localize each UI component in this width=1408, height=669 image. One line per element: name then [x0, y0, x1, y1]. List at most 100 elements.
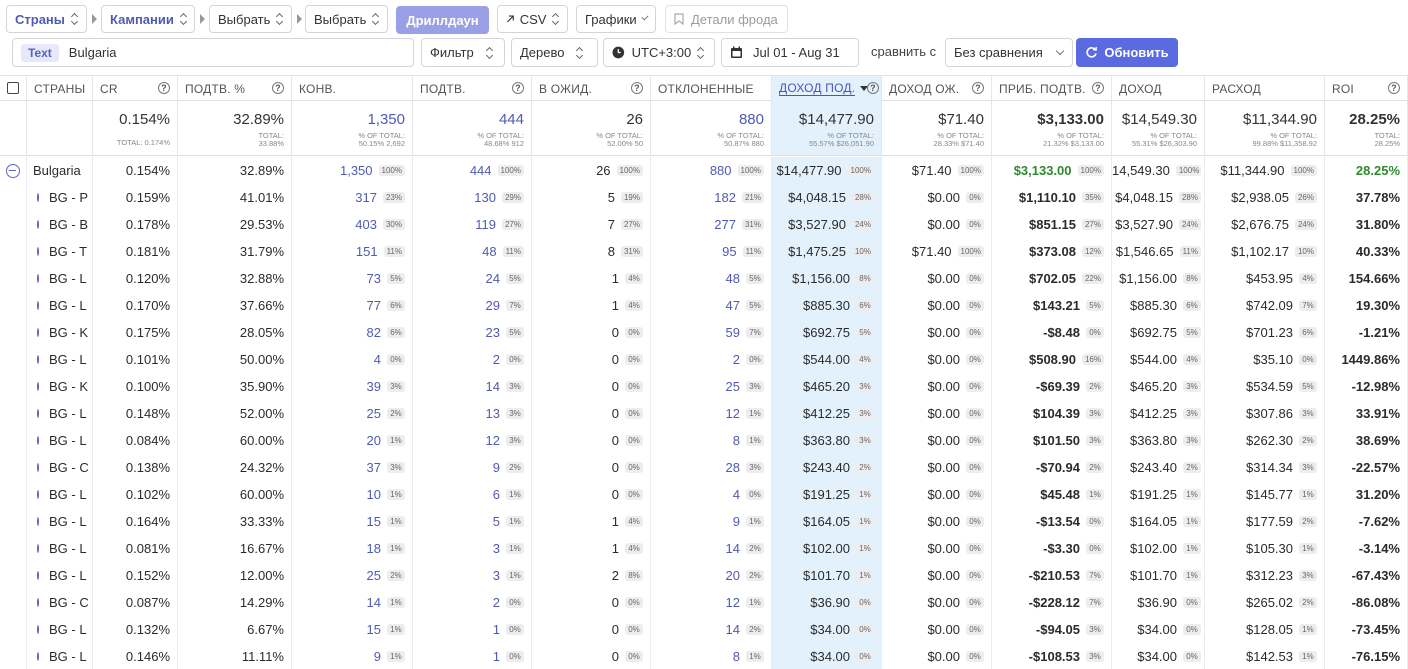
- group-countries-select[interactable]: Страны: [6, 5, 87, 33]
- cell-income: $101.70 1%: [1112, 562, 1205, 589]
- text-search-field[interactable]: Text Bulgaria: [12, 38, 414, 67]
- column-header-income[interactable]: ДОХОД: [1112, 76, 1205, 101]
- percent-badge: 3%: [1086, 435, 1104, 446]
- cell-value: 0: [611, 487, 619, 502]
- cell-value: 154.66%: [1348, 271, 1400, 286]
- compare-select[interactable]: Без сравнения: [945, 38, 1073, 67]
- table-row[interactable]: BG - L 0.132% 6.67% 15 1% 1 0% 0 0% 14 2% $34.00 0% $…: [0, 616, 1408, 643]
- table-row[interactable]: BG - T 0.181% 31.79% 151 11% 48 11% 8 31% 95 11% $1…: [0, 238, 1408, 265]
- csv-label: CSV: [519, 11, 547, 27]
- column-header-countries[interactable]: СТРАНЫ: [27, 76, 93, 101]
- cell-value: $0.00: [927, 298, 960, 313]
- percent-badge: 7%: [1086, 570, 1104, 581]
- cell-value: $1,110.10: [1018, 190, 1076, 205]
- total-value: 1,350: [367, 111, 405, 128]
- total-value: 880: [738, 111, 764, 128]
- percent-badge: 1%: [1183, 516, 1201, 527]
- table-row-country[interactable]: Bulgaria 0.154% 32.89% 1,350 100% 444 100% 26 10…: [0, 157, 1408, 184]
- percent-badge: 24%: [851, 219, 874, 230]
- update-button[interactable]: Обновить: [1076, 38, 1178, 67]
- column-header-approved[interactable]: ПОДТВ.?: [413, 76, 532, 101]
- table-row[interactable]: BG - L 0.101% 50.00% 4 0% 2 0% 0 0% 2 0% $544.00 4% $…: [0, 346, 1408, 373]
- cell-pending: 0 0%: [532, 481, 651, 508]
- column-header-conversions[interactable]: КОНВ.: [292, 76, 413, 101]
- timezone-select[interactable]: UTC+3:00: [603, 38, 715, 67]
- cell-cr: 0.152%: [93, 562, 178, 589]
- cell-cr: 0.154%: [93, 157, 178, 184]
- row-bullet-icon: [37, 409, 39, 418]
- table-row[interactable]: BG - C 0.087% 14.29% 14 1% 2 0% 0 0% 12 1% $36.90 0%…: [0, 589, 1408, 616]
- cell-roi: -12.98%: [1325, 373, 1408, 400]
- cell-value: 20: [366, 433, 381, 448]
- cell-value: $104.39: [1033, 406, 1080, 421]
- total-subtext: % OF TOTAL: 48.68% 912: [477, 131, 524, 148]
- cell-value: 31.80%: [1355, 217, 1400, 232]
- table-row[interactable]: BG - L 0.146% 11.11% 9 1% 1 0% 0 0% 8 1% $34.00 0% $0…: [0, 643, 1408, 669]
- cell-income-approved: $164.05 1%: [772, 508, 882, 535]
- chevron-right-icon: [297, 14, 302, 24]
- cell-roi: -67.43%: [1325, 562, 1408, 589]
- table-row[interactable]: BG - L 0.164% 33.33% 15 1% 5 1% 1 4% 9 1% $164.05 1%…: [0, 508, 1408, 535]
- table-row[interactable]: BG - K 0.100% 35.90% 39 3% 14 3% 0 0% 25 3% $465.20…: [0, 373, 1408, 400]
- percent-badge: 0%: [966, 273, 984, 284]
- cell-value: $34.00: [810, 649, 850, 664]
- cell-value: $1,475.25: [788, 244, 846, 259]
- cell-value: 28: [725, 460, 740, 475]
- column-header-income-approved[interactable]: ДОХОД ПОД.?: [772, 76, 882, 101]
- cell-value: 18: [366, 541, 381, 556]
- table-row[interactable]: BG - P 0.159% 41.01% 317 23% 130 29% 5 19% 182 21%…: [0, 184, 1408, 211]
- column-header-profit-approved[interactable]: ПРИБ. ПОДТВ.?: [992, 76, 1112, 101]
- table-row[interactable]: BG - L 0.152% 12.00% 25 2% 3 1% 2 8% 20 2% $101.70 1…: [0, 562, 1408, 589]
- collapse-icon[interactable]: [6, 163, 20, 178]
- table-row[interactable]: BG - L 0.081% 16.67% 18 1% 3 1% 1 4% 14 2% $102.00 1…: [0, 535, 1408, 562]
- group-select-1[interactable]: Выбрать: [209, 5, 292, 33]
- table-row[interactable]: BG - L 0.102% 60.00% 10 1% 6 1% 0 0% 4 0% $191.25 1%…: [0, 481, 1408, 508]
- charts-button[interactable]: Графики: [576, 5, 656, 33]
- cell-value: $262.30: [1246, 433, 1293, 448]
- help-icon: ?: [867, 82, 879, 94]
- cell-value: $35.10: [1253, 352, 1293, 367]
- total-subtext: TOTAL: 33.88%: [258, 131, 284, 148]
- totals-row: 0.154% TOTAL: 0.174% 32.89% TOTAL: 33.88% 1,3…: [0, 101, 1408, 156]
- column-header-expense[interactable]: РАСХОД: [1205, 76, 1325, 101]
- percent-badge: 7%: [746, 327, 764, 338]
- cell-approved-pct: 29.53%: [178, 211, 292, 238]
- percent-badge: 1%: [506, 516, 524, 527]
- cell-approved: 48 11%: [413, 238, 532, 265]
- row-expander-cell: [0, 616, 27, 643]
- percent-badge: 1%: [506, 543, 524, 554]
- row-name: BG - L: [49, 271, 87, 286]
- table-row[interactable]: BG - L 0.120% 32.88% 73 5% 24 5% 1 4% 48 5% $1,156.…: [0, 265, 1408, 292]
- column-header-approved-pct[interactable]: ПОДТВ. %?: [178, 76, 292, 101]
- percent-badge: 0%: [856, 624, 874, 635]
- group-select-2[interactable]: Выбрать: [305, 5, 388, 33]
- cell-cr: 0.100%: [93, 373, 178, 400]
- column-header-rejected[interactable]: ОТКЛОНЕННЫЕ: [651, 76, 772, 101]
- cell-value: 11.11%: [241, 649, 284, 664]
- total-value: 444: [498, 111, 524, 128]
- fraud-details-button[interactable]: Детали фрода: [665, 5, 788, 33]
- percent-badge: 11%: [502, 246, 524, 257]
- column-header-pending[interactable]: В ОЖИД.?: [532, 76, 651, 101]
- csv-export-button[interactable]: CSV: [497, 5, 568, 33]
- column-header-roi[interactable]: ROI?: [1325, 76, 1408, 101]
- filter-select[interactable]: Фильтр: [421, 38, 505, 67]
- drilldown-button[interactable]: Дриллдаун: [396, 6, 489, 34]
- column-header-income-pending[interactable]: ДОХОД ОЖ.?: [882, 76, 992, 101]
- cell-value: $885.30: [803, 298, 850, 313]
- table-row[interactable]: BG - L 0.170% 37.66% 77 6% 29 7% 1 4% 47 5% $885.30…: [0, 292, 1408, 319]
- row-name: BG - L: [49, 514, 87, 529]
- table-row[interactable]: BG - B 0.178% 29.53% 403 30% 119 27% 7 27% 277 31%…: [0, 211, 1408, 238]
- table-row[interactable]: BG - K 0.175% 28.05% 82 6% 23 5% 0 0% 59 7% $692.75…: [0, 319, 1408, 346]
- table-row[interactable]: BG - C 0.138% 24.32% 37 3% 9 2% 0 0% 28 3% $243.40 2…: [0, 454, 1408, 481]
- table-row[interactable]: BG - L 0.148% 52.00% 25 2% 13 3% 0 0% 12 1% $412.25…: [0, 400, 1408, 427]
- cell-value: 1: [492, 649, 500, 664]
- tree-select[interactable]: Дерево: [511, 38, 598, 67]
- column-header-cr[interactable]: CR?: [93, 76, 178, 101]
- row-expander-cell[interactable]: [0, 157, 27, 184]
- group-campaigns-select[interactable]: Кампании: [101, 5, 195, 33]
- select-all-checkbox[interactable]: [0, 76, 27, 101]
- table-row[interactable]: BG - L 0.084% 60.00% 20 1% 12 3% 0 0% 8 1% $363.80 3…: [0, 427, 1408, 454]
- cell-value: $1,546.65: [1115, 244, 1174, 259]
- date-range-picker[interactable]: Jul 01 - Aug 31: [721, 38, 859, 67]
